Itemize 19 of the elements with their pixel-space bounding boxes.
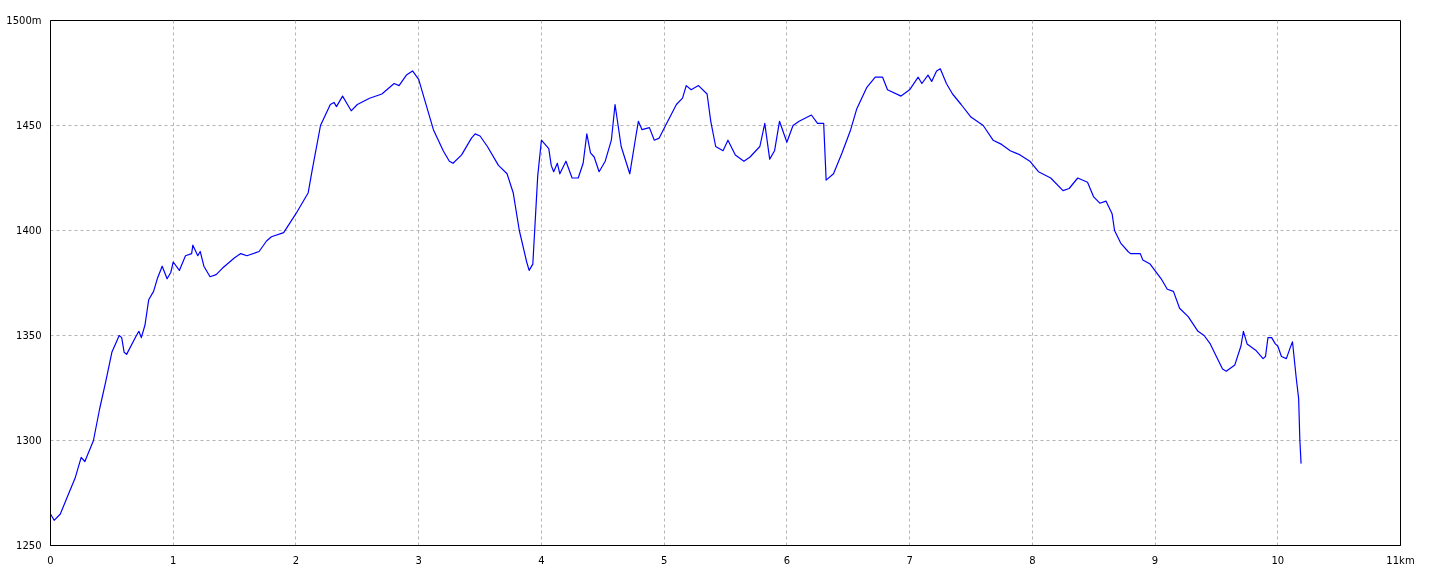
x-tick-label: 10 (1271, 554, 1285, 566)
x-tick-label: 9 (1151, 554, 1159, 566)
line-series (50, 68, 1302, 521)
x-tick-label: 4 (538, 554, 545, 566)
x-tick-label: 6 (783, 554, 791, 566)
x-tick-label: 11km (1386, 554, 1415, 566)
y-tick-label: 1300 (16, 435, 42, 446)
x-tick-label: 3 (415, 554, 422, 566)
x-tick-label: 5 (660, 554, 668, 566)
y-tick-label: 1400 (16, 225, 42, 236)
y-tick-label: 1500m (6, 15, 42, 26)
x-tick-label: 1 (170, 554, 177, 566)
x-tick-label: 2 (292, 554, 300, 566)
x-tick-label: 0 (47, 554, 54, 566)
y-tick-label: 1250 (16, 540, 42, 551)
x-tick-label: 8 (1029, 554, 1036, 566)
y-tick-label: 1450 (16, 120, 42, 131)
x-tick-label: 7 (906, 554, 913, 566)
y-tick-label: 1350 (16, 330, 42, 341)
